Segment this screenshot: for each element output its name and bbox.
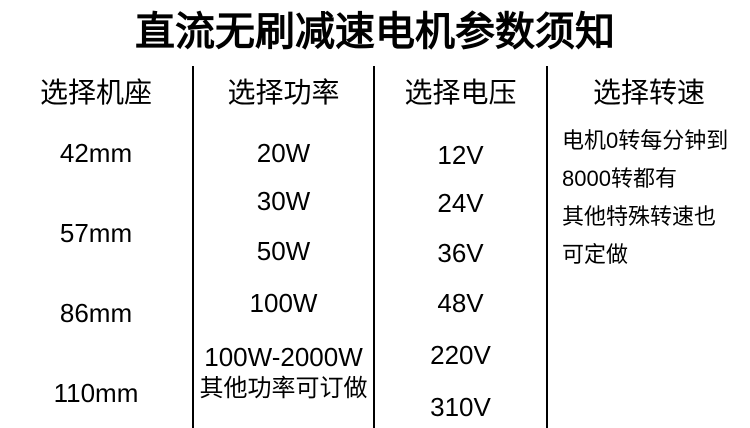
speed-description-line: 可定做 [562,242,629,267]
power-option: 100W-2000W [204,342,363,372]
column-speed: 选择转速 电机0转每分钟到 8000转都有 其他特殊转速也 可定做 [548,0,750,428]
column-divider-2 [373,66,375,428]
power-header: 选择功率 [227,77,340,108]
frame-size-option: 57mm [59,218,133,248]
power-option: 100W [249,288,318,318]
voltage-option: 310V [430,392,491,422]
column-frame-size: 选择机座 42mm 57mm 86mm 110mm [0,0,192,428]
page-title: 直流无刷减速电机参数须知 [135,10,615,54]
voltage-header: 选择电压 [404,77,517,108]
column-divider-3 [546,66,548,428]
frame-size-header: 选择机座 [39,77,152,108]
voltage-option: 12V [437,140,484,170]
speed-description-line: 电机0转每分钟到 [562,128,729,153]
voltage-option: 24V [437,188,484,218]
frame-size-option: 42mm [59,138,133,168]
voltage-option: 48V [437,288,484,318]
power-option: 30W [256,186,311,216]
frame-size-option: 86mm [59,298,133,328]
frame-size-option: 110mm [53,378,139,408]
power-custom-note: 其他功率可订做 [199,375,368,402]
speed-header: 选择转速 [592,77,705,108]
speed-description-line: 8000转都有 [562,166,677,191]
column-power: 选择功率 20W 30W 50W 100W 100W-2000W 其他功率可订做 [194,0,373,428]
power-option: 50W [256,236,311,266]
power-option: 20W [256,138,311,168]
speed-description-line: 其他特殊转速也 [562,204,717,229]
speed-description: 电机0转每分钟到 8000转都有 其他特殊转速也 可定做 [562,122,750,274]
column-divider-1 [192,66,194,428]
voltage-option: 220V [430,340,491,370]
column-voltage: 选择电压 12V 24V 36V 48V 220V 310V [375,0,546,428]
voltage-option: 36V [437,238,484,268]
